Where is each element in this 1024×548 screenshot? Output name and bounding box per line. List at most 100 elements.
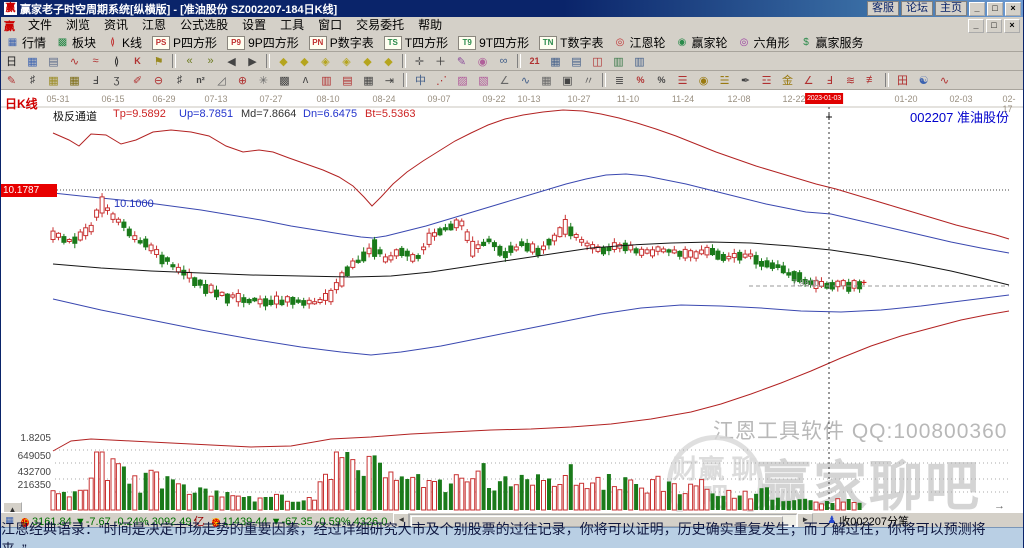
refresh-icon[interactable]: ▥ [613, 55, 624, 68]
sine-curve-icon[interactable]: ∿ [939, 74, 950, 87]
wave-line-icon[interactable]: ≈ [92, 55, 99, 67]
child-restore-button[interactable]: □ [986, 18, 1002, 33]
divergence-tool[interactable]: ≢ [866, 74, 877, 86]
fan-lines-tool[interactable]: ⋰ [436, 74, 447, 87]
menu-gann[interactable]: 江恩 [142, 18, 167, 32]
kline-mode-icon[interactable]: K [134, 56, 141, 66]
winner-service-button[interactable]: $ 赢家服务 [795, 35, 869, 51]
price-levels-tool[interactable]: ☲ [761, 74, 772, 87]
child-minimize-button[interactable]: _ [968, 18, 984, 33]
menu-window[interactable]: 窗口 [318, 18, 343, 32]
pan-hand-icon[interactable]: ✛ [414, 55, 425, 68]
parallel-lines-tool[interactable]: 〃 [583, 75, 594, 87]
next-bar-button[interactable]: ▶ [248, 55, 257, 68]
zoom-diamond-1[interactable]: ◆ [279, 55, 288, 68]
menu-formula-picker[interactable]: 公式选股 [180, 18, 229, 32]
gann-grid2-tool[interactable]: ▦ [69, 74, 80, 87]
spiral-tool[interactable]: ʒ [113, 74, 120, 86]
forum-link[interactable]: 论坛 [901, 1, 933, 16]
kline-button[interactable]: ≬ K线 [101, 35, 147, 51]
trend-line-icon[interactable]: ∿ [69, 55, 80, 68]
grid-status-icon[interactable]: ▦ [5, 515, 14, 525]
pen-tool[interactable]: ✎ [6, 74, 17, 87]
four-color-grid-icon[interactable]: 田 [897, 75, 908, 87]
t-square-button[interactable]: TS T四方形 [379, 35, 453, 51]
fib-levels-tool[interactable]: ≣ [614, 74, 625, 87]
menu-trading[interactable]: 交易委托 [356, 18, 405, 32]
menu-file[interactable]: 文件 [28, 18, 53, 32]
square-nine-tool[interactable]: n² [196, 75, 205, 85]
chart-pane[interactable]: 江恩工具软件 QQ:100800360 财赢 聊吧 赢家聊吧 日K线 05-31… [1, 90, 1023, 512]
time-grid-tool[interactable]: ▤ [342, 74, 353, 87]
zoom-diamond-2[interactable]: ◆ [300, 55, 309, 68]
golden-circle-tool[interactable]: ◉ [698, 74, 709, 87]
cycle-wave-tool[interactable]: ∿ [520, 74, 531, 87]
taiji-icon[interactable]: ☯ [918, 74, 929, 87]
candle-style-dropdown[interactable]: ≬ [113, 55, 120, 68]
pink-grid-tool[interactable]: ▨ [457, 74, 468, 87]
tick-data-label[interactable]: 收002207分笔 [839, 515, 910, 528]
sectors-button[interactable]: ▩ 板块 [51, 35, 101, 51]
golden-section-tool[interactable]: ☱ [719, 74, 730, 87]
child-close-button[interactable]: × [1004, 18, 1020, 33]
extension-tool[interactable]: ⇥ [384, 74, 395, 87]
time-retrace-tool[interactable]: Ⅎ [826, 74, 833, 87]
ruler-tool[interactable]: ♯ [176, 74, 183, 86]
menu-tools[interactable]: 工具 [280, 18, 305, 32]
quote-window-icon[interactable]: ▦ [27, 55, 38, 68]
gann-angle-tool[interactable]: ∠ [803, 74, 814, 87]
quotes-button[interactable]: ▦ 行情 [1, 35, 51, 51]
prev-bar-button[interactable]: ◀ [227, 55, 236, 68]
pane-collapse-button[interactable]: ▲ [3, 502, 22, 512]
channel-box-tool[interactable]: ▣ [562, 74, 573, 87]
first-page-button[interactable]: « [186, 55, 193, 67]
t-number-table-button[interactable]: TN T数字表 [534, 35, 608, 51]
zoom-diamond-4[interactable]: ◈ [342, 55, 351, 68]
ninet-square-button[interactable]: T9 9T四方形 [453, 35, 534, 51]
close-button[interactable]: × [1005, 1, 1021, 16]
wave-band-tool[interactable]: ≋ [845, 74, 856, 87]
web-grid-tool[interactable]: ▧ [478, 74, 489, 87]
binoculars-icon[interactable]: ∞ [499, 55, 508, 67]
speed-lines-tool[interactable]: ☰ [677, 74, 688, 87]
p-number-table-button[interactable]: PN P数字表 [304, 35, 379, 51]
scrollbar-thumb[interactable] [411, 516, 784, 527]
matrix-grid-tool[interactable]: ▦ [363, 74, 374, 87]
zoom-diamond-6[interactable]: ◆ [384, 55, 393, 68]
scrollbar-track[interactable] [409, 514, 798, 527]
small-grid-tool[interactable]: ▦ [541, 74, 552, 87]
info-panel-icon[interactable]: ▤ [48, 55, 59, 68]
winner-wheel-button[interactable]: ◉ 赢家轮 [670, 35, 732, 51]
grid-lines-tool[interactable]: ♯ [29, 74, 36, 86]
crosshair-button[interactable]: ＋ [435, 56, 446, 68]
ellipse-tool[interactable]: ⊖ [153, 74, 164, 87]
box-grid-tool[interactable]: ▩ [279, 74, 290, 87]
gann-wheel-button[interactable]: ◎ 江恩轮 [608, 35, 670, 51]
transfer-icon[interactable]: ▥ [634, 55, 645, 68]
restore-button[interactable]: □ [987, 1, 1003, 16]
ink-note-tool[interactable]: ✒ [740, 74, 751, 87]
zoom-diamond-5[interactable]: ◆ [363, 55, 372, 68]
flag-marker-icon[interactable]: ⚑ [153, 55, 164, 68]
last-page-button[interactable]: » [207, 55, 214, 67]
minimize-button[interactable]: _ [969, 1, 985, 16]
ninep-square-button[interactable]: P9 9P四方形 [222, 35, 304, 51]
star-burst-tool[interactable]: ✳ [258, 74, 269, 87]
percent-retrace-tool[interactable]: % [636, 75, 645, 85]
gann-grid-tool[interactable]: ▦ [48, 74, 59, 87]
hexagon-button[interactable]: ◎ 六角形 [733, 35, 795, 51]
retracement-tool[interactable]: Ⅎ [92, 74, 99, 87]
calendar-icon[interactable]: 21 [529, 56, 540, 66]
triangle-tool[interactable]: ◿ [217, 74, 226, 87]
menu-news[interactable]: 资讯 [104, 18, 129, 32]
percent-tool[interactable]: % [657, 75, 666, 85]
price-grid-tool[interactable]: ▥ [321, 74, 332, 87]
stamp-icon[interactable]: ◉ [477, 55, 488, 68]
notepad-icon[interactable]: ▤ [571, 55, 582, 68]
zoom-diamond-3[interactable]: ◈ [321, 55, 330, 68]
calculator-icon[interactable]: ▦ [550, 55, 561, 68]
support-link[interactable]: 客服 [867, 1, 899, 16]
save-icon[interactable]: ◫ [592, 55, 603, 68]
angle-tool[interactable]: ∠ [499, 74, 510, 87]
period-daily-dropdown[interactable]: 日 [6, 56, 17, 68]
